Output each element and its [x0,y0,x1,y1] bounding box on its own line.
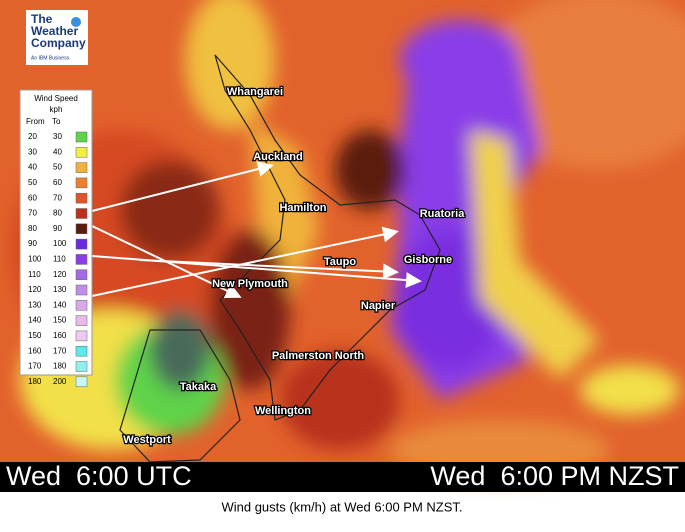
legend-swatch [75,345,88,357]
place-label: Auckland [253,151,303,163]
legend-swatch [75,177,88,189]
legend-from: 80 [28,224,37,233]
legend-to: 90 [53,224,62,233]
place-label: Palmerston North [272,350,365,362]
legend-from: 20 [28,132,37,141]
legend-to: 160 [53,331,67,340]
legend-from: 60 [28,193,37,202]
place-label: New Plymouth [212,278,288,290]
legend-swatch [75,284,88,296]
legend-from: 110 [28,270,41,279]
legend: Wind Speed kph From To 20 30 30 40 40 50 50 60 60 70 7… [26,94,88,388]
legend-to: 130 [53,285,67,294]
legend-swatch [75,269,88,280]
place-label: Wellington [255,405,311,417]
north-island-outline [214,54,441,421]
legend-from: 140 [28,316,42,325]
legend-to: 60 [53,178,62,187]
legend-to: 50 [53,163,62,172]
legend-swatch [75,361,88,372]
south-island-outline [119,329,241,463]
legend-to: 140 [53,300,67,309]
legend-from: 180 [28,377,42,386]
time-nzst: Wed 6:00 PM NZST [430,461,679,491]
logo-line: Weather [31,24,78,38]
legend-from: 40 [28,163,37,172]
place-label: Napier [361,300,396,312]
place-labels: Whangarei Auckland Hamilton Ruatoria Taupo Gi… [122,85,466,448]
place-label: Whangarei [227,86,283,98]
time-utc: Wed 6:00 UTC [6,461,192,491]
legend-unit: kph [50,105,63,114]
place-label: Westport [123,434,171,446]
legend-to: 30 [53,132,62,141]
time-bar [0,462,685,492]
logo-tagline: An IBM Business [31,55,70,61]
legend-swatch [75,192,88,204]
place-label: Hamilton [279,202,326,214]
logo-drop [71,17,81,27]
logo-line: The [31,12,53,26]
legend-from: 120 [28,285,42,294]
legend-to: 180 [53,362,67,371]
legend-from: 30 [28,147,37,156]
place-label: Ruatoria [420,208,466,220]
legend-to: 40 [53,147,62,156]
caption: Wind gusts (km/h) at Wed 6:00 PM NZST. [221,499,462,514]
legend-swatch [75,147,88,158]
legend-swatch [75,376,88,388]
legend-from: 130 [28,300,42,309]
legend-from: 100 [28,255,42,264]
legend-to: 120 [53,270,67,279]
legend-to: 110 [53,255,66,264]
legend-from: 70 [28,209,37,218]
legend-swatch [75,208,88,219]
legend-swatch [75,330,88,342]
legend-title: Wind Speed [34,94,78,103]
legend-from: 160 [28,346,42,355]
logo-line: Company [31,36,86,50]
place-label: Takaka [180,381,217,393]
legend-from: 170 [28,362,42,371]
legend-swatch [75,131,88,143]
legend-swatch [75,254,88,265]
legend-from: 150 [28,331,42,340]
legend-from: 50 [28,178,37,187]
legend-to: 170 [53,346,67,355]
legend-swatch [75,315,88,326]
legend-swatch [75,223,88,235]
legend-to: 200 [53,377,67,386]
legend-to: 150 [53,316,67,325]
legend-to: 70 [53,193,62,202]
legend-header-from: From [26,117,45,126]
legend-from: 90 [28,239,37,248]
legend-to: 80 [53,209,62,218]
legend-header-to: To [52,117,61,126]
place-label: Taupo [324,256,356,268]
place-label: Gisborne [404,254,452,266]
legend-swatch [75,238,88,250]
legend-swatch [75,300,88,311]
legend-to: 100 [53,239,67,248]
arrows [91,161,422,299]
legend-swatch [75,162,88,173]
